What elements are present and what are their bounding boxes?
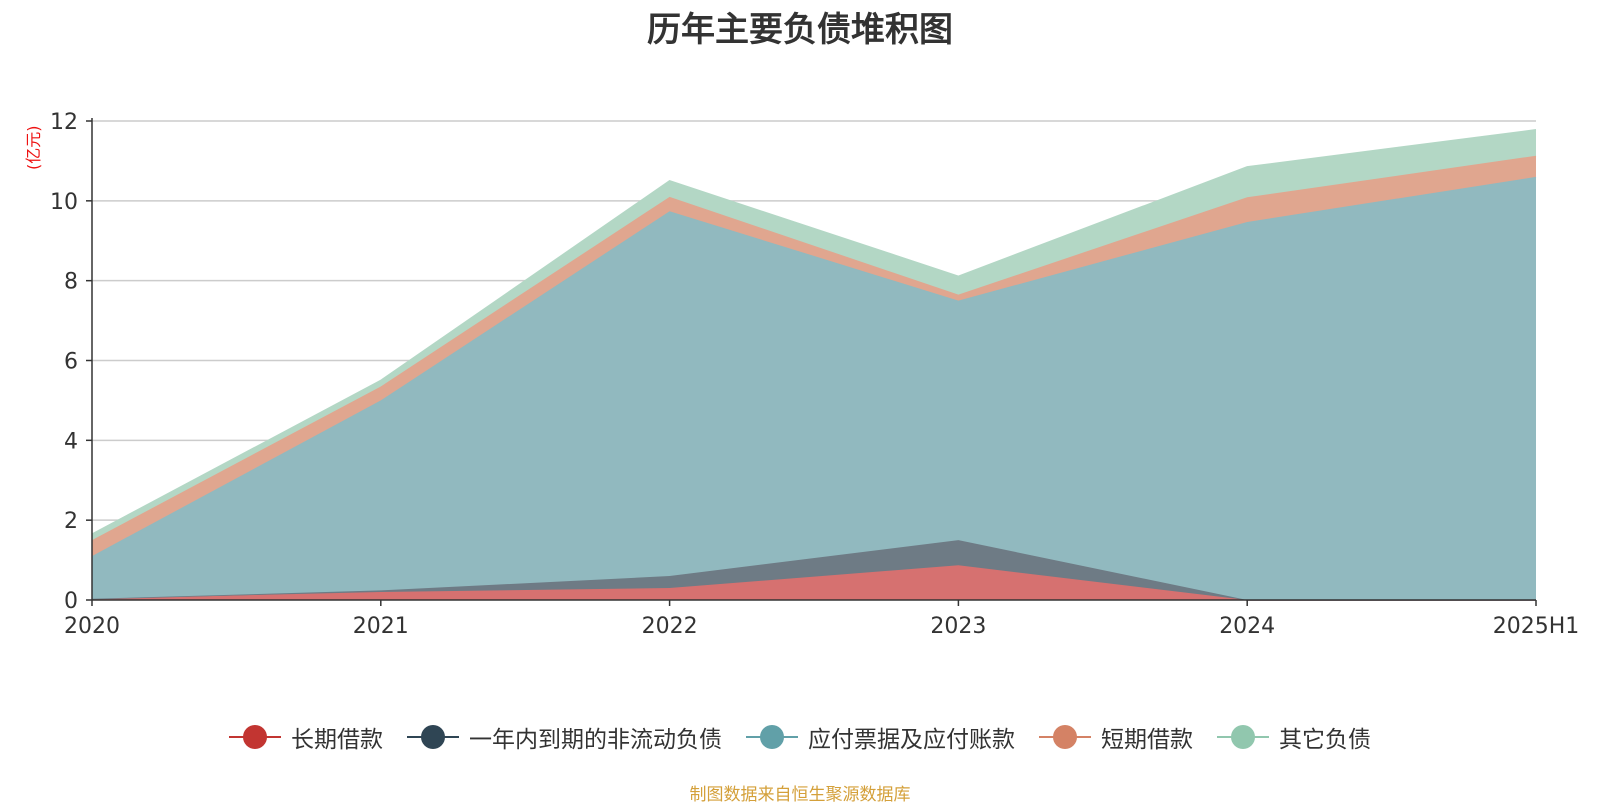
legend-item-3[interactable]: 短期借款 [1039,720,1193,754]
area-series-1 [92,540,1536,600]
legend-marker-icon [1039,725,1091,749]
area-series-2 [92,176,1536,600]
legend-label: 长期借款 [291,727,383,753]
area-series-3 [92,155,1536,557]
legend-label: 一年内到期的非流动负债 [469,727,722,753]
x-tick-label: 2021 [353,614,409,639]
legend-item-2[interactable]: 应付票据及应付账款 [746,720,1015,754]
y-tick-label: 6 [64,350,78,375]
legend-marker-icon [407,725,459,749]
y-tick-label: 4 [64,429,78,454]
series-line-3 [91,154,1537,541]
y-tick-label: 12 [50,110,78,135]
y-tick-label: 2 [64,509,78,534]
x-tick-label: 2022 [642,614,698,639]
chart-title: 历年主要负债堆积图 [647,10,953,50]
legend-marker-dot [421,725,445,749]
data-source-note: 制图数据来自恒生聚源数据库 [689,785,911,805]
legend-marker-dot [760,725,784,749]
legend-marker-dot [243,725,267,749]
legend-marker-icon [229,725,281,749]
series-line-4 [91,129,1537,535]
legend-label: 其它负债 [1279,727,1371,753]
legend-label: 短期借款 [1101,727,1193,753]
legend-label: 应付票据及应付账款 [808,727,1015,753]
axes: 0 2 4 6 8 10 12 2020 2021 2022 2023 2024 2025H1 [50,110,1579,639]
x-tick-label: 2025H1 [1493,614,1580,639]
x-tick-label: 2023 [930,614,986,639]
area-series-layer [91,129,1537,601]
x-tick-label: 2020 [64,614,120,639]
legend-marker-icon [1217,725,1269,749]
legend-item-1[interactable]: 一年内到期的非流动负债 [407,720,722,754]
legend-marker-icon [746,725,798,749]
legend-marker-dot [1053,725,1077,749]
legend-item-4[interactable]: 其它负债 [1217,720,1371,754]
legend-marker-dot [1231,725,1255,749]
x-tick-label: 2024 [1219,614,1275,639]
y-tick-label: 10 [50,190,78,215]
y-tick-label: 0 [64,589,78,614]
y-tick-label: 8 [64,270,78,295]
legend-item-0[interactable]: 长期借款 [229,720,383,754]
legend: 长期借款 一年内到期的非流动负债 应付票据及应付账款 短期借款 其它负债 [0,720,1600,754]
area-series-4 [92,129,1536,541]
